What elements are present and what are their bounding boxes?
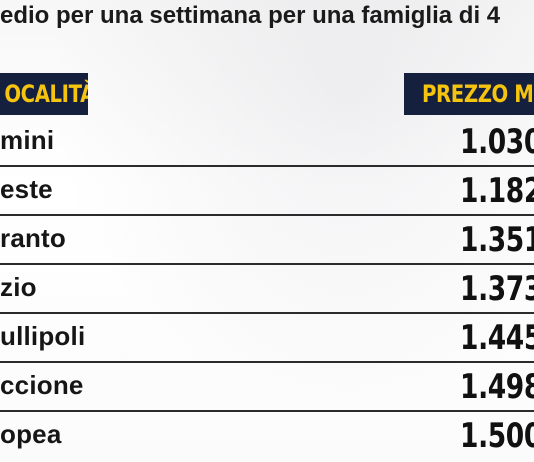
- city-name: este: [0, 174, 53, 204]
- price-value: 1.182: [460, 171, 534, 211]
- price-value: 1.498: [460, 367, 534, 407]
- table-row: opea 1.500: [0, 412, 534, 461]
- table-row: ranto 1.351: [0, 216, 534, 265]
- price-value: 1.445: [460, 318, 534, 358]
- price-value: 1.500: [460, 416, 534, 456]
- price-header-background: [404, 73, 534, 115]
- table-body: mini 1.030 este 1.182 ranto 1.351 zio 1.…: [0, 118, 534, 461]
- price-header-label: PREZZO M: [422, 80, 534, 108]
- city-name: ullipoli: [0, 321, 86, 351]
- price-value: 1.030: [460, 122, 534, 162]
- city-name: mini: [0, 125, 55, 155]
- city-name: zio: [0, 272, 37, 302]
- table-row: zio 1.373: [0, 265, 534, 314]
- table-row: ullipoli 1.445: [0, 314, 534, 363]
- city-name: ccione: [0, 370, 84, 400]
- location-header-label: OCALITÀ: [4, 80, 88, 108]
- table-row: mini 1.030: [0, 118, 534, 167]
- price-column-header: PREZZO M: [404, 73, 534, 115]
- city-name: ranto: [0, 223, 66, 253]
- table-row: este 1.182: [0, 167, 534, 216]
- city-name: opea: [0, 419, 62, 449]
- price-value: 1.373: [460, 269, 534, 309]
- table-subtitle: edio per una settimana per una famiglia …: [0, 2, 501, 29]
- location-header-background: [0, 73, 88, 115]
- price-value: 1.351: [460, 220, 534, 260]
- location-column-header: OCALITÀ: [4, 73, 88, 115]
- table-row: ccione 1.498: [0, 363, 534, 412]
